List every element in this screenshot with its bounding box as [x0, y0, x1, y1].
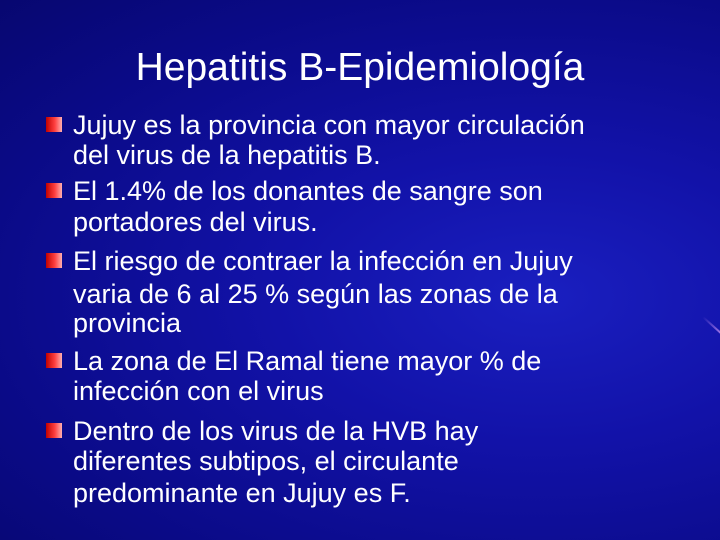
- bullet-text: del virus de la hepatitis B.: [73, 140, 381, 170]
- bullet-text: infección con el virus: [73, 376, 324, 406]
- bullet-icon: [46, 183, 62, 198]
- bullet-text: Dentro de los virus de la HVB hay: [73, 416, 479, 446]
- slide-title: Hepatitis B-Epidemiología: [135, 46, 585, 89]
- bullet-text: varia de 6 al 25 % según las zonas de la: [73, 279, 558, 309]
- bullet-icon: [46, 423, 62, 438]
- bullet-text: provincia: [73, 308, 182, 338]
- bullet-text: La zona de El Ramal tiene mayor % de: [73, 346, 542, 376]
- bullet-text: El 1.4% de los donantes de sangre son: [73, 176, 543, 206]
- bullet-icon: [46, 253, 62, 268]
- bullet-icon: [46, 353, 62, 368]
- bullet-text: El riesgo de contraer la infección en Ju…: [73, 246, 573, 276]
- bullet-text: diferentes subtipos, el circulante: [73, 446, 459, 476]
- bullet-text: Jujuy es la provincia con mayor circulac…: [73, 110, 585, 140]
- bullet-text: predominante en Jujuy es F.: [73, 478, 411, 508]
- bullet-icon: [46, 117, 62, 132]
- decorative-ray: [702, 316, 720, 337]
- bullet-text: portadores del virus.: [73, 207, 318, 237]
